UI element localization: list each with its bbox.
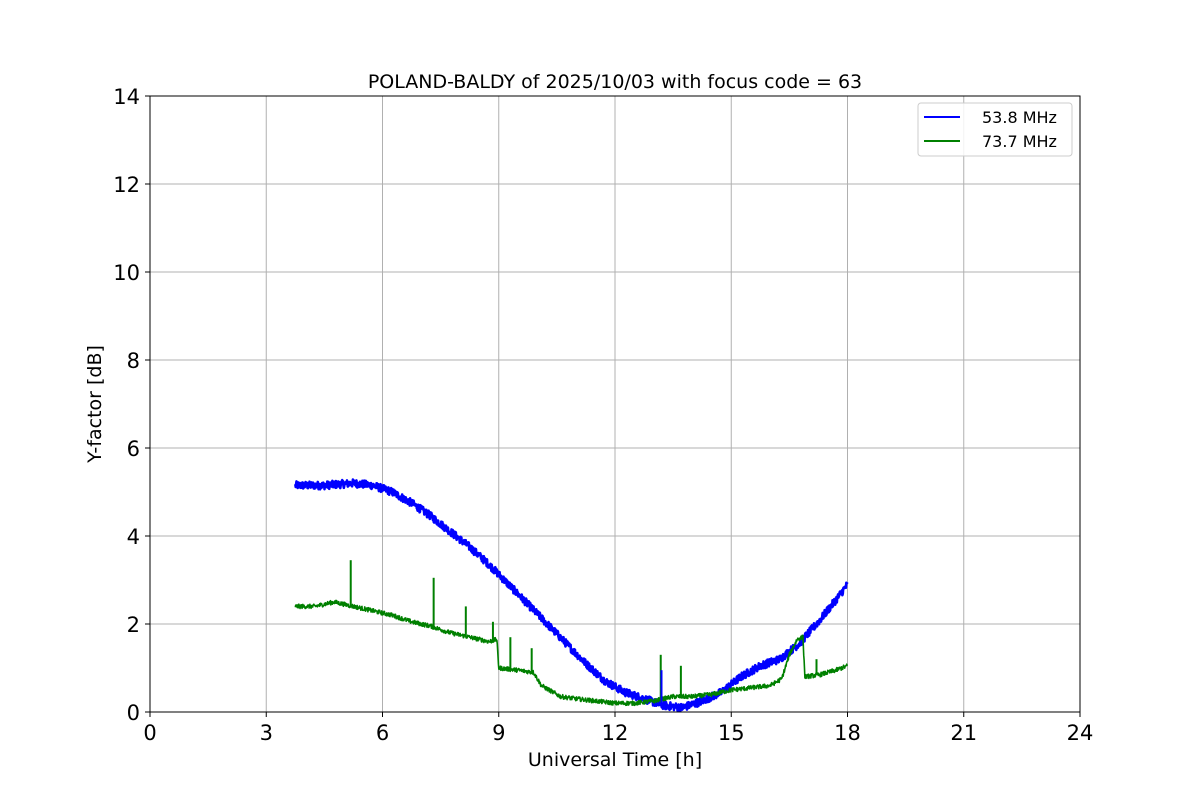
y-tick-label: 4 [127,525,140,549]
x-tick-label: 12 [602,721,629,745]
x-tick-label: 6 [376,721,389,745]
series-line-53-8-mhz [294,478,849,713]
y-tick-label: 2 [127,613,140,637]
x-tick-label: 24 [1067,721,1094,745]
x-tick-label: 9 [492,721,505,745]
y-tick-label: 8 [127,349,140,373]
x-tick-label: 15 [718,721,745,745]
y-tick-label: 6 [127,437,140,461]
plot-area [294,478,849,713]
x-axis-label: Universal Time [h] [528,749,702,771]
y-tick-label: 14 [113,85,140,109]
chart-title: POLAND-BALDY of 2025/10/03 with focus co… [368,71,862,93]
legend: 53.8 MHz 73.7 MHz [917,102,1073,157]
y-tick-label: 12 [113,173,140,197]
y-tick-label: 0 [127,701,140,725]
x-tick-label: 3 [260,721,273,745]
x-tick-label: 21 [950,721,977,745]
legend-label-53-8-mhz: 53.8 MHz [982,108,1057,127]
series-line-73-7-mhz [294,599,848,707]
x-tick-label: 18 [834,721,861,745]
y-tick-label: 10 [113,261,140,285]
legend-label-73-7-mhz: 73.7 MHz [982,132,1057,151]
x-tick-label: 0 [143,721,156,745]
y-axis-label: Y-factor [dB] [84,345,106,464]
